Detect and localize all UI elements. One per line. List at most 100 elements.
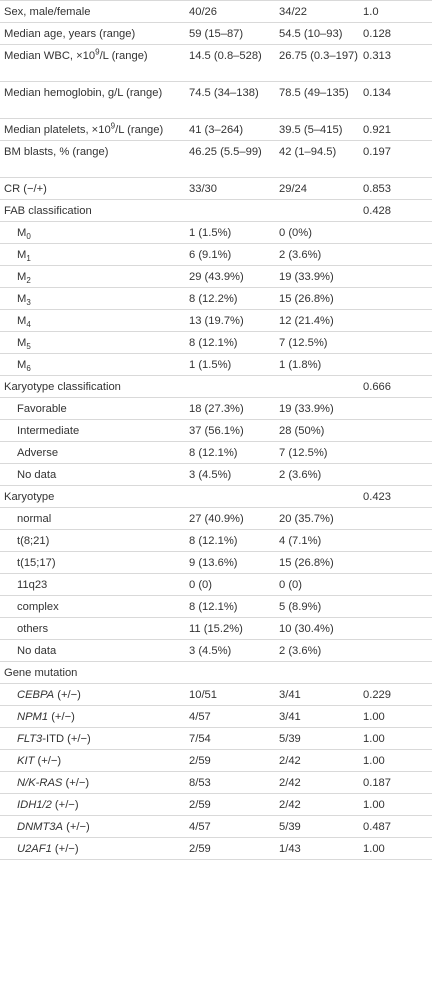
table-row: 11q23 0 (0) 0 (0) <box>0 574 432 596</box>
group1-value: 74.5 (34–138) <box>189 87 259 99</box>
group1-value: 11 (15.2%) <box>189 623 243 635</box>
p-value <box>361 596 432 618</box>
p-value <box>361 640 432 662</box>
row-label: normal <box>17 513 52 525</box>
table-row: Karyotype 0.423 <box>0 486 432 508</box>
p-value: 0.128 <box>363 28 391 40</box>
table-row: Intermediate 37 (56.1%) 28 (50%) <box>0 420 432 442</box>
table-row: t(15;17) 9 (13.6%) 15 (26.8%) <box>0 552 432 574</box>
label-subscript: 3 <box>26 298 31 308</box>
group1-value: 6 (9.1%) <box>189 249 232 261</box>
row-label: M3 <box>0 288 185 310</box>
row-label: No data <box>17 469 57 481</box>
label-text: (+/−) <box>51 799 79 811</box>
row-label: DNMT3A (+/−) <box>0 816 185 838</box>
group1-value: 3 (4.5%) <box>189 645 232 657</box>
row-label: 11q23 <box>17 579 48 591</box>
label-text: Median WBC, ×10 <box>4 50 96 62</box>
row-label: M5 <box>0 332 185 354</box>
row-label: CEBPA (+/−) <box>0 684 185 706</box>
table-row: NPM1 (+/−) 4/57 3/41 1.00 <box>0 706 432 728</box>
group2-value: 12 (21.4%) <box>279 315 334 327</box>
group1-value: 18 (27.3%) <box>189 403 244 415</box>
gene-name: FLT3 <box>17 733 43 745</box>
group2-value: 1 (1.8%) <box>279 359 322 371</box>
group2-value: 54.5 (10–93) <box>279 28 343 40</box>
p-value <box>361 398 432 420</box>
p-value <box>361 244 432 266</box>
group1-value: 3 (4.5%) <box>189 469 232 481</box>
p-value: 0.853 <box>363 183 391 195</box>
p-value <box>361 508 432 530</box>
group2-value: 29/24 <box>279 183 307 195</box>
label-text: Median platelets, ×10 <box>4 124 111 136</box>
group1-value: 46.25 (5.5–99) <box>189 146 262 158</box>
label-text: M <box>17 293 27 305</box>
group1-value: 27 (40.9%) <box>189 513 244 525</box>
group2-value: 19 (33.9%) <box>279 271 334 283</box>
row-label: BM blasts, % (range) <box>4 146 109 158</box>
gene-name: NPM1 <box>17 711 49 723</box>
row-label: Sex, male/female <box>4 6 91 18</box>
label-text: M <box>17 227 27 239</box>
group1-value: 37 (56.1%) <box>189 425 244 437</box>
row-label: Favorable <box>17 403 67 415</box>
section-label: Karyotype <box>4 491 55 503</box>
p-value <box>361 222 432 244</box>
patient-characteristics-table: Sex, male/female 40/26 34/22 1.0 Median … <box>0 0 432 860</box>
table-row: No data 3 (4.5%) 2 (3.6%) <box>0 640 432 662</box>
label-text: (+/−) <box>54 689 81 701</box>
p-value: 0.666 <box>363 381 391 393</box>
row-label: M0 <box>0 222 185 244</box>
table-row: N/K-RAS (+/−) 8/53 2/42 0.187 <box>0 772 432 794</box>
label-text: (+/−) <box>48 711 75 723</box>
table-row: CR (−/+) 33/30 29/24 0.853 <box>0 178 432 200</box>
p-value <box>361 574 432 596</box>
group2-value: 3/41 <box>279 711 301 723</box>
table-row: Gene mutation <box>0 662 432 684</box>
p-value: 1.00 <box>363 733 385 745</box>
group2-value: 7 (12.5%) <box>279 337 328 349</box>
gene-name: DNMT3A <box>17 821 63 833</box>
group2-value: 0 (0%) <box>279 227 312 239</box>
p-value <box>361 288 432 310</box>
table-row: FLT3-ITD (+/−) 7/54 5/39 1.00 <box>0 728 432 750</box>
label-subscript: 6 <box>26 364 31 374</box>
table-row: DNMT3A (+/−) 4/57 5/39 0.487 <box>0 816 432 838</box>
p-value: 0.428 <box>363 205 391 217</box>
group2-value: 2/42 <box>279 777 301 789</box>
table-row: Median age, years (range) 59 (15–87) 54.… <box>0 23 432 45</box>
section-label: Gene mutation <box>4 667 78 679</box>
row-label: Median WBC, ×109/L (range) <box>0 45 185 82</box>
group2-value: 34/22 <box>279 6 307 18</box>
group1-value: 2/59 <box>189 755 211 767</box>
label-subscript: 0 <box>26 232 31 242</box>
label-text: (+/−) <box>34 755 62 767</box>
group2-value: 5 (8.9%) <box>279 601 322 613</box>
table-row: complex 8 (12.1%) 5 (8.9%) <box>0 596 432 618</box>
row-label: NPM1 (+/−) <box>0 706 185 728</box>
group2-value: 10 (30.4%) <box>279 623 334 635</box>
p-value: 1.00 <box>363 843 385 855</box>
group1-value: 1 (1.5%) <box>189 227 232 239</box>
table-row: M3 8 (12.2%) 15 (26.8%) <box>0 288 432 310</box>
group2-value: 0 (0) <box>279 579 303 591</box>
group1-value: 8 (12.1%) <box>189 535 238 547</box>
group2-value: 2/42 <box>279 755 301 767</box>
label-text: M <box>17 337 27 349</box>
p-value: 0.921 <box>363 124 391 136</box>
label-text: M <box>17 315 27 327</box>
label-text: /L (range) <box>99 50 148 62</box>
group1-value: 8 (12.2%) <box>189 293 238 305</box>
row-label: M2 <box>0 266 185 288</box>
table-row: t(8;21) 8 (12.1%) 4 (7.1%) <box>0 530 432 552</box>
p-value: 1.00 <box>363 755 385 767</box>
section-label: Karyotype classification <box>4 381 121 393</box>
row-label: Intermediate <box>17 425 80 437</box>
label-text: -ITD (+/−) <box>42 733 91 745</box>
table-row: Karyotype classification 0.666 <box>0 376 432 398</box>
group2-value: 28 (50%) <box>279 425 325 437</box>
p-value <box>361 332 432 354</box>
row-label: Adverse <box>17 447 59 459</box>
p-value: 0.487 <box>363 821 391 833</box>
